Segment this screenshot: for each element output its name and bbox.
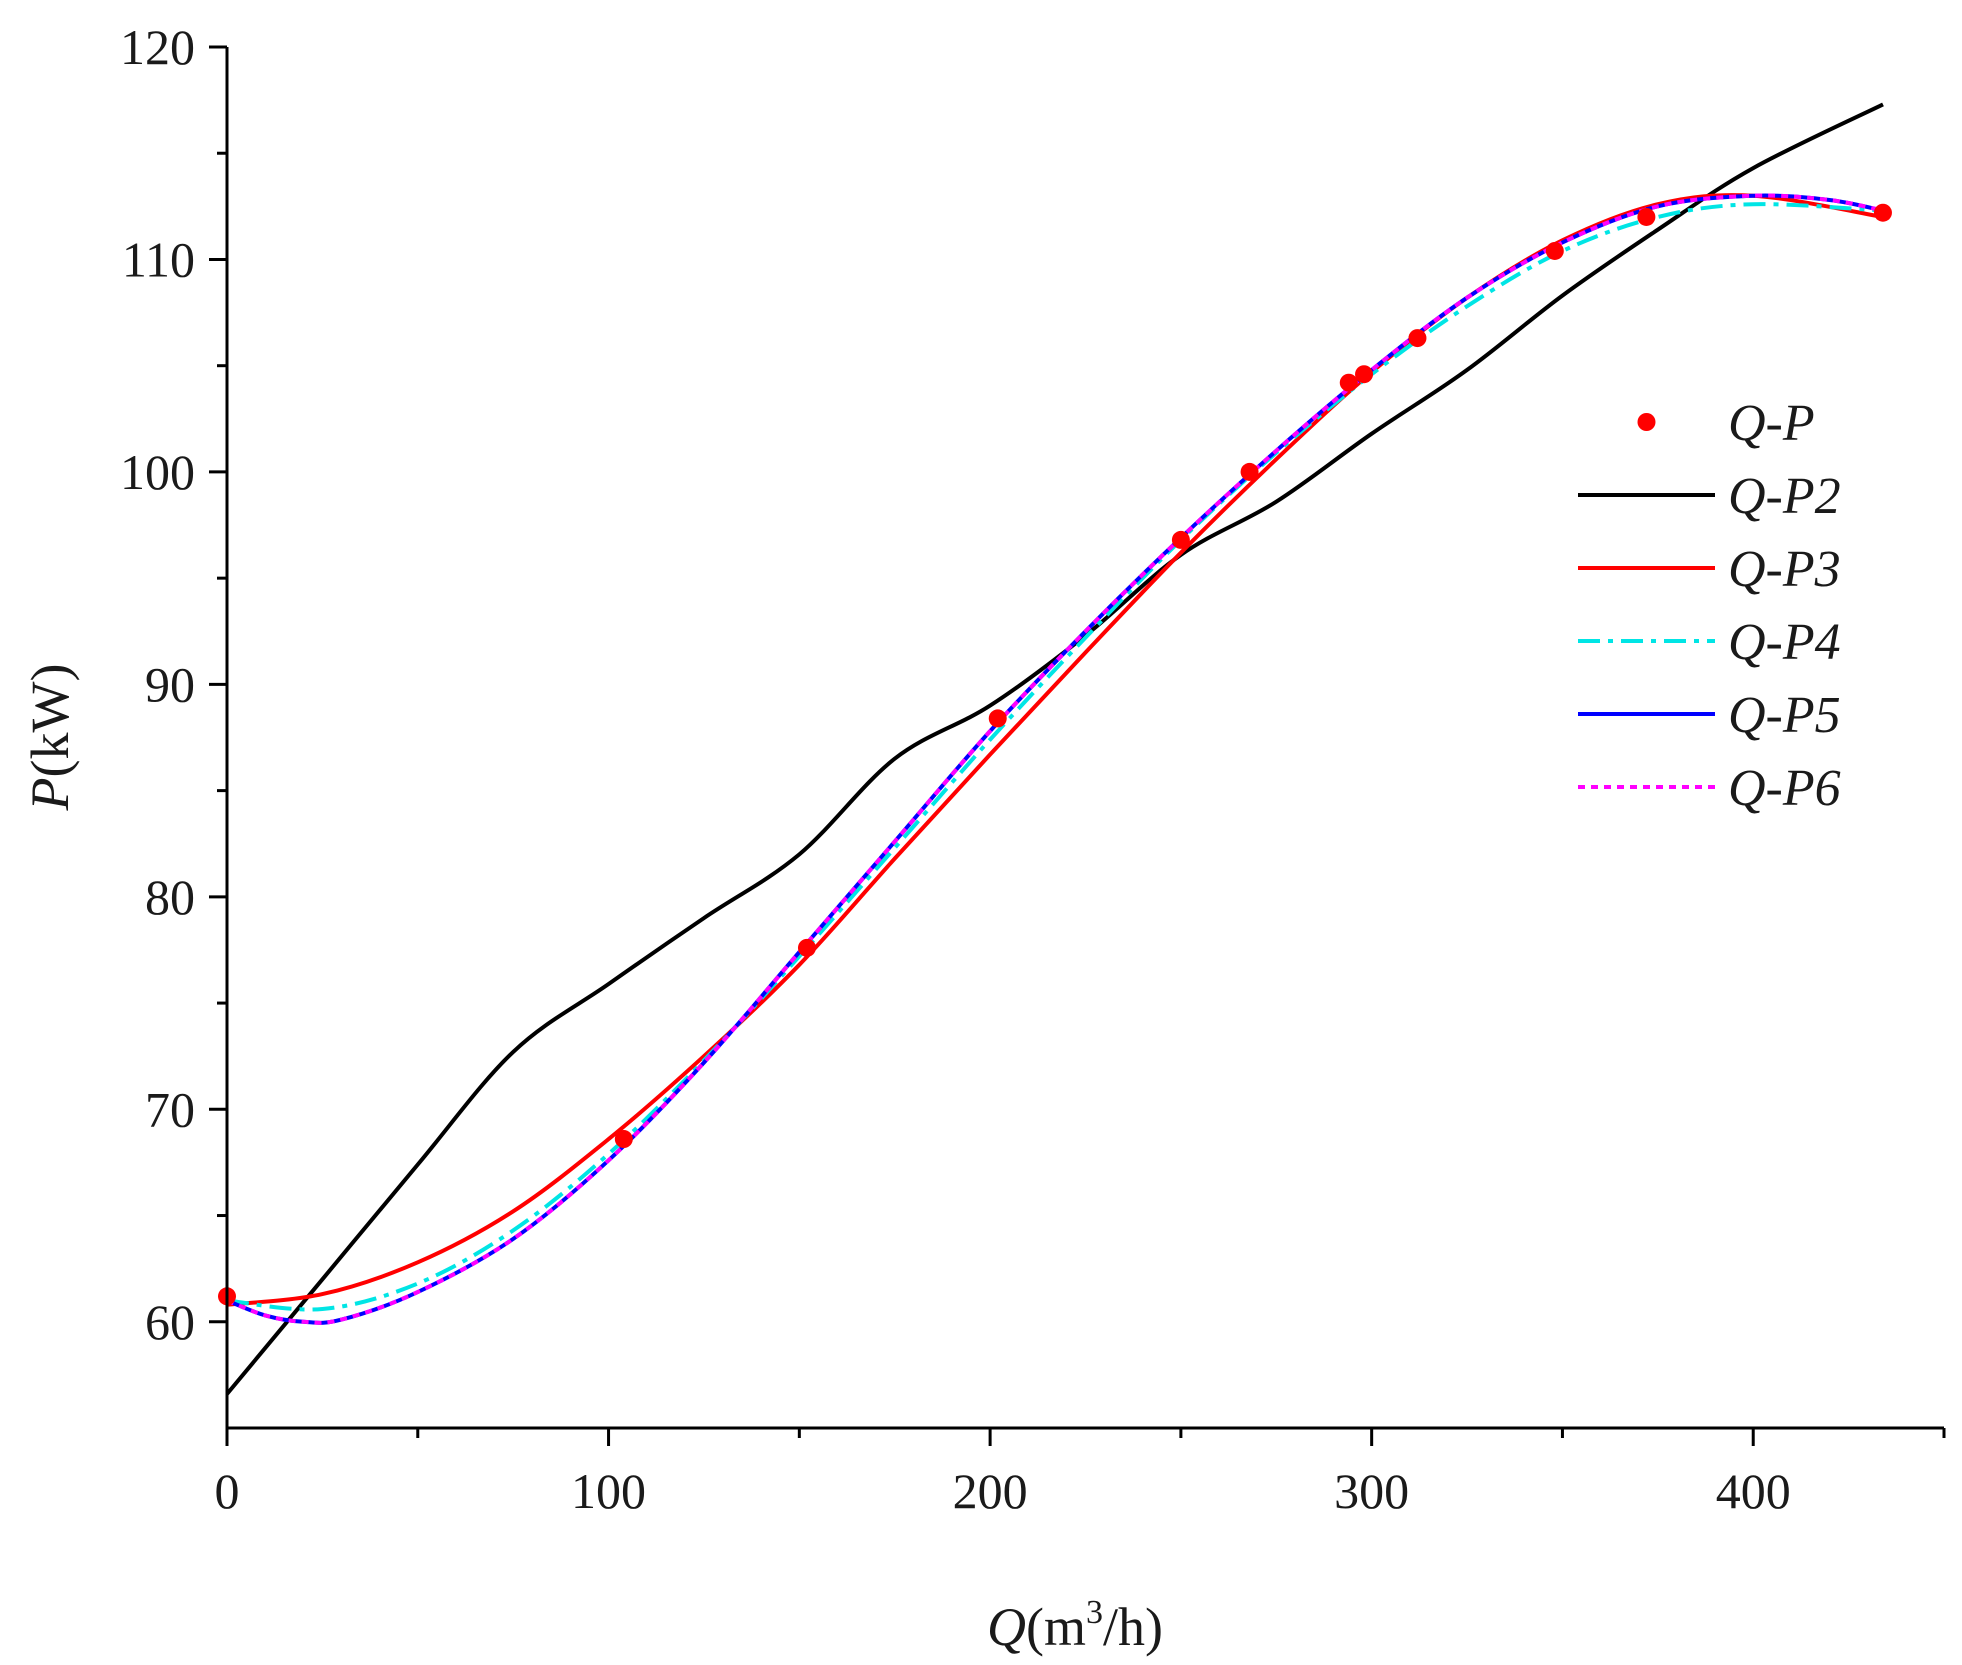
x-tick-label: 300 bbox=[1334, 1463, 1409, 1519]
y-tick-label: 100 bbox=[120, 444, 195, 500]
legend-label: Q-P6 bbox=[1728, 760, 1841, 817]
series-line-q-p5 bbox=[226, 193, 1884, 1325]
data-point bbox=[1408, 329, 1427, 348]
x-ticks: 0 100 200 300 400 bbox=[215, 1428, 1946, 1519]
data-point bbox=[797, 938, 816, 957]
y-tick-label: 80 bbox=[145, 869, 195, 925]
legend-label: Q-P3 bbox=[1728, 541, 1841, 598]
y-tick-label: 90 bbox=[145, 656, 195, 712]
data-point bbox=[614, 1130, 633, 1149]
plot-points bbox=[218, 203, 1892, 1306]
data-point bbox=[1339, 373, 1358, 392]
series-line-q-p4 bbox=[226, 202, 1884, 1312]
data-point bbox=[1240, 462, 1259, 481]
y-tick-label: 120 bbox=[120, 19, 195, 75]
y-tick-label: 70 bbox=[145, 1081, 195, 1137]
y-tick-label: 110 bbox=[122, 231, 195, 287]
data-point bbox=[1355, 365, 1374, 384]
legend-label: Q-P4 bbox=[1728, 614, 1841, 671]
x-tick-label: 200 bbox=[953, 1463, 1028, 1519]
legend-marker bbox=[1637, 413, 1656, 431]
plot-lines bbox=[225, 102, 1884, 1396]
series-line-q-p3 bbox=[226, 193, 1884, 1307]
legend-label: Q-P2 bbox=[1728, 468, 1841, 525]
x-axis-title: Q(m3/h) bbox=[987, 1594, 1163, 1657]
data-point bbox=[988, 709, 1007, 728]
y-tick-label: 60 bbox=[145, 1294, 195, 1350]
data-point bbox=[1171, 530, 1190, 549]
y-axis-title: P(kW) bbox=[20, 664, 80, 812]
data-point bbox=[1637, 207, 1656, 226]
x-tick-label: 0 bbox=[215, 1463, 240, 1519]
x-tick-label: 400 bbox=[1716, 1463, 1791, 1519]
legend: Q-P Q-P2 Q-P3 Q-P4 Q-P5 Q-P6 bbox=[1578, 395, 1841, 817]
data-point bbox=[1873, 203, 1892, 222]
series-line-q-p2 bbox=[225, 102, 1884, 1396]
legend-label: Q-P bbox=[1728, 395, 1815, 452]
x-tick-label: 100 bbox=[571, 1463, 646, 1519]
y-ticks: 60 70 80 90 100 110 120 bbox=[120, 19, 227, 1350]
legend-label: Q-P5 bbox=[1728, 687, 1841, 744]
data-point bbox=[1545, 241, 1564, 260]
series-line-q-p6 bbox=[226, 193, 1884, 1325]
